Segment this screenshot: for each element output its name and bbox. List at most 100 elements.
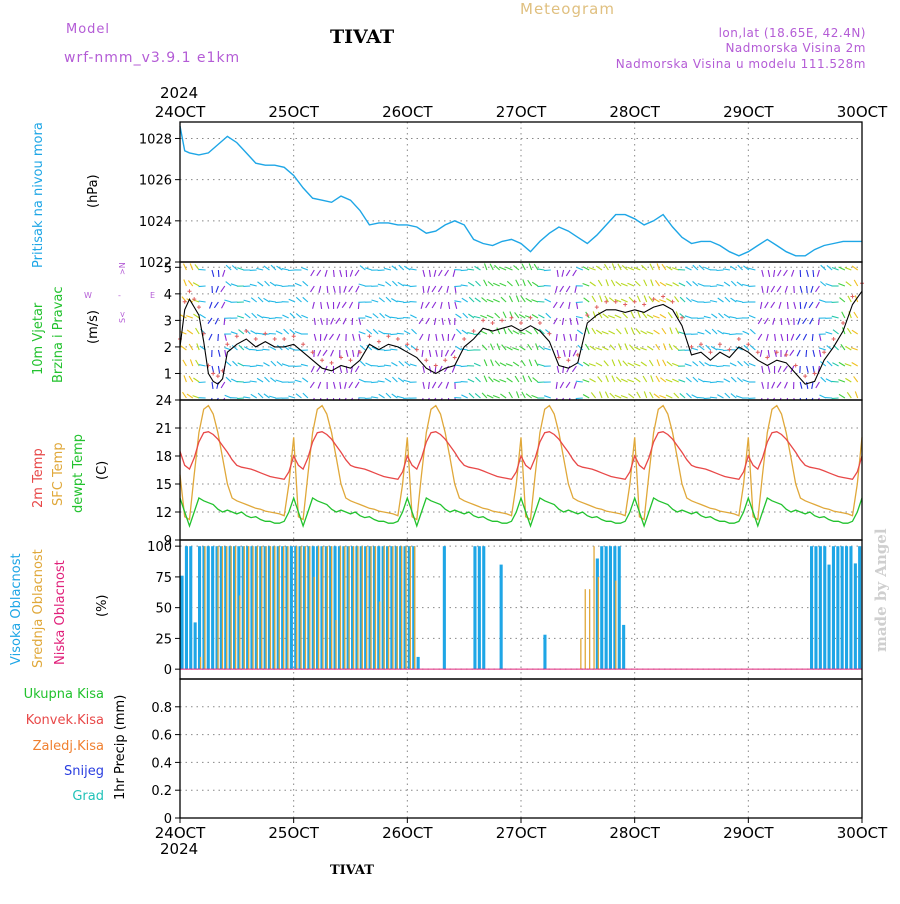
wind-arrow	[845, 364, 852, 366]
wind-arrow	[660, 282, 666, 286]
wind-arrow	[183, 360, 187, 366]
wind-arrow	[218, 334, 219, 341]
wind-arrow	[188, 281, 192, 287]
wind-arrow	[398, 378, 404, 382]
precip-unit: 1hr Precip (mm)	[113, 695, 128, 800]
wind-arrow	[777, 286, 781, 292]
cloud-label-3: Niska Oblacnost	[53, 560, 68, 665]
high-cloud-bar	[609, 546, 612, 669]
wind-arrow	[773, 318, 775, 325]
gust-marker	[443, 358, 447, 362]
wind-arrow	[384, 268, 391, 270]
wind-arrow	[392, 281, 397, 286]
wind-arrow	[182, 297, 187, 302]
wind-arrow	[768, 350, 769, 357]
wind-arrow	[243, 366, 250, 367]
wind-arrow	[758, 318, 762, 324]
y-tick-label: 100	[147, 540, 172, 555]
gust-marker	[813, 371, 817, 375]
wind-arrow	[410, 286, 417, 287]
pressure-label: Pritisak na nivou mora	[31, 122, 46, 268]
mid-cloud-bar	[410, 546, 411, 669]
wind-label-2: Brzina i Pravac	[51, 286, 66, 383]
high-cloud-bar	[622, 625, 625, 669]
x-tick-label-top: 24OCT	[155, 103, 206, 121]
high-cloud-bar	[819, 546, 822, 669]
wind-arrow	[495, 313, 500, 318]
plot-area: 1022102410261028123459121518212402550751…	[139, 103, 888, 842]
wind-arrow	[768, 270, 769, 277]
wind-arrow	[318, 382, 321, 389]
wind-arrow	[760, 350, 762, 357]
wind-arrow	[516, 280, 519, 286]
wind-arrow	[244, 300, 251, 302]
wind-arrow	[342, 398, 346, 404]
wind-arrow	[426, 398, 430, 404]
pressure-panel-frame	[180, 122, 862, 262]
wind-arrow	[526, 298, 532, 302]
wind-arrow	[313, 302, 315, 309]
mid-cloud-bar	[309, 546, 310, 669]
mid-cloud-bar	[366, 546, 367, 669]
gust-marker	[491, 321, 495, 325]
watermark: made by Angel	[872, 528, 890, 652]
wind-arrow	[296, 313, 301, 318]
wind-arrow	[725, 393, 730, 398]
wind-arrow	[855, 391, 857, 398]
wind-arrow	[736, 318, 743, 319]
precip-label-2: Konvek.Kisa	[26, 713, 104, 728]
wind-arrow	[651, 375, 653, 382]
y-tick-label: 1	[164, 367, 172, 382]
high-cloud-bar	[828, 565, 831, 670]
wind-arrow	[660, 378, 666, 382]
wind-arrow	[631, 312, 634, 318]
wind-arrow	[215, 398, 219, 404]
temp-label-2: SFC Temp	[51, 442, 66, 506]
wind-arrow	[600, 392, 603, 399]
mid-cloud-bar	[217, 546, 218, 669]
wind-arrow	[819, 300, 826, 302]
wind-arrow	[663, 360, 666, 366]
wind-arrow	[852, 363, 858, 367]
wind-arrow	[775, 334, 776, 341]
wind-arrow	[718, 330, 724, 334]
wind-arrow	[378, 381, 385, 382]
y-tick-label: 24	[155, 394, 172, 409]
high-cloud-bar	[198, 546, 201, 669]
wind-arrow	[506, 267, 513, 270]
wind-arrow	[737, 378, 742, 383]
wind-arrow	[397, 318, 404, 319]
wind-arrow	[503, 312, 506, 318]
wind-arrow	[647, 315, 653, 318]
gust-marker	[320, 358, 324, 362]
compass-w: W	[84, 291, 92, 300]
wind-arrow	[628, 394, 634, 398]
wind-arrow	[346, 350, 348, 357]
wind-arrow	[635, 378, 641, 382]
wind-arrow	[379, 298, 385, 302]
y-tick-label: 12	[155, 506, 172, 521]
wind-arrow	[587, 327, 589, 334]
wind-arrow	[737, 282, 743, 286]
wind-arrow	[454, 301, 461, 302]
wind-arrow	[662, 328, 666, 334]
wind-arrow	[717, 366, 724, 367]
wind-arrow	[566, 286, 570, 292]
wind-arrow	[529, 359, 532, 366]
wind-arrow	[269, 334, 276, 335]
wind-arrow	[572, 366, 576, 372]
gust-marker	[510, 316, 514, 320]
wind-arrow	[398, 282, 404, 286]
wind-arrow	[296, 394, 302, 398]
wind-arrow	[257, 315, 263, 319]
wind-arrow	[642, 313, 646, 319]
wind-arrow	[513, 362, 519, 366]
wind-arrow	[704, 398, 711, 399]
wind-arrow	[515, 312, 519, 318]
wind-arrow	[318, 350, 321, 356]
wind-arrow	[509, 296, 512, 302]
wind-arrow	[378, 366, 385, 367]
wind-arrow	[474, 363, 480, 366]
wind-arrow	[528, 344, 532, 350]
x-tick-label-bottom: 30OCT	[837, 824, 888, 842]
